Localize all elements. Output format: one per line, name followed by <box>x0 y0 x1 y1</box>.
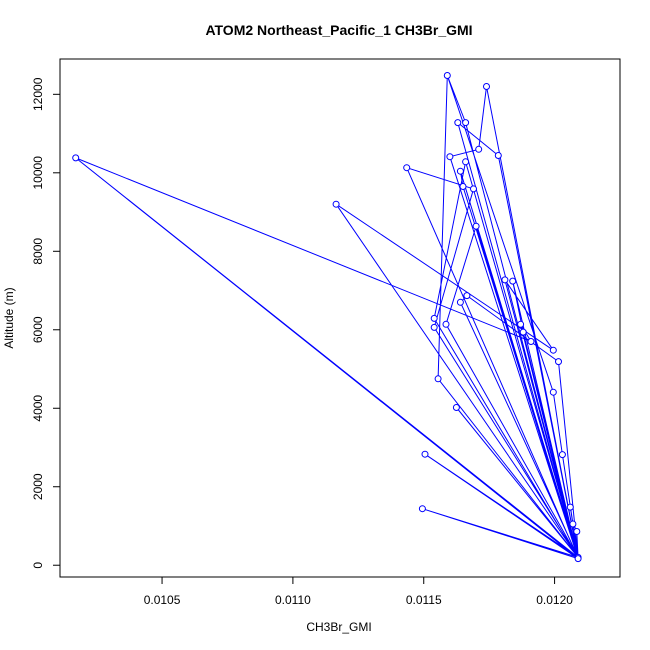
data-point <box>574 555 582 563</box>
data-point <box>446 153 454 161</box>
x-tick-label: 0.0115 <box>406 593 442 607</box>
data-point <box>470 185 477 193</box>
chart-title: ATOM2 Northeast_Pacific_1 CH3Br_GMI <box>205 22 472 38</box>
x-tick-label: 0.0105 <box>144 593 181 607</box>
data-point <box>332 200 340 208</box>
data-point <box>475 145 483 153</box>
data-point <box>72 154 80 162</box>
data-point <box>558 451 566 459</box>
y-axis-label: Altitude (m) <box>2 287 16 348</box>
y-axis: 0 2000 4000 6000 8000 10000 12000 <box>31 77 60 569</box>
data-point <box>434 375 442 383</box>
data-point <box>403 164 411 172</box>
data-point <box>454 119 462 127</box>
data-point <box>421 450 429 458</box>
y-tick-label: 2000 <box>31 473 45 500</box>
y-tick-label: 8000 <box>31 238 45 265</box>
data-point <box>452 404 460 411</box>
data-point <box>494 152 502 159</box>
data-point <box>462 158 470 166</box>
y-tick-label: 4000 <box>31 395 45 422</box>
data-point <box>472 222 480 230</box>
data-point <box>519 328 527 336</box>
data-point <box>527 338 535 345</box>
y-tick-label: 6000 <box>31 316 45 343</box>
y-tick-label: 10000 <box>31 156 45 190</box>
data-point <box>501 276 509 284</box>
data-point <box>549 346 557 354</box>
data-point <box>566 503 574 511</box>
data-point <box>418 505 426 513</box>
data-point <box>443 72 451 79</box>
data-point <box>463 292 471 300</box>
data-point <box>462 119 470 127</box>
data-point <box>555 358 562 366</box>
data-point <box>549 388 557 396</box>
data-point <box>483 83 490 90</box>
x-tick-label: 0.0120 <box>536 593 573 607</box>
data-point <box>459 183 467 190</box>
data-point <box>430 314 438 322</box>
y-tick-label: 12000 <box>31 77 45 111</box>
data-point <box>569 520 577 528</box>
series-points <box>72 72 582 563</box>
x-axis-label: CH3Br_GMI <box>306 620 371 634</box>
data-point <box>456 167 464 175</box>
data-point <box>430 323 438 331</box>
data-point <box>456 298 464 306</box>
x-axis: 0.0105 0.0110 0.0115 0.0120 <box>144 576 573 607</box>
data-point <box>442 320 450 328</box>
data-point <box>509 277 517 285</box>
y-tick-label: 0 <box>31 562 45 569</box>
x-tick-label: 0.0110 <box>275 593 311 607</box>
data-point <box>517 320 525 328</box>
data-point <box>573 528 581 535</box>
